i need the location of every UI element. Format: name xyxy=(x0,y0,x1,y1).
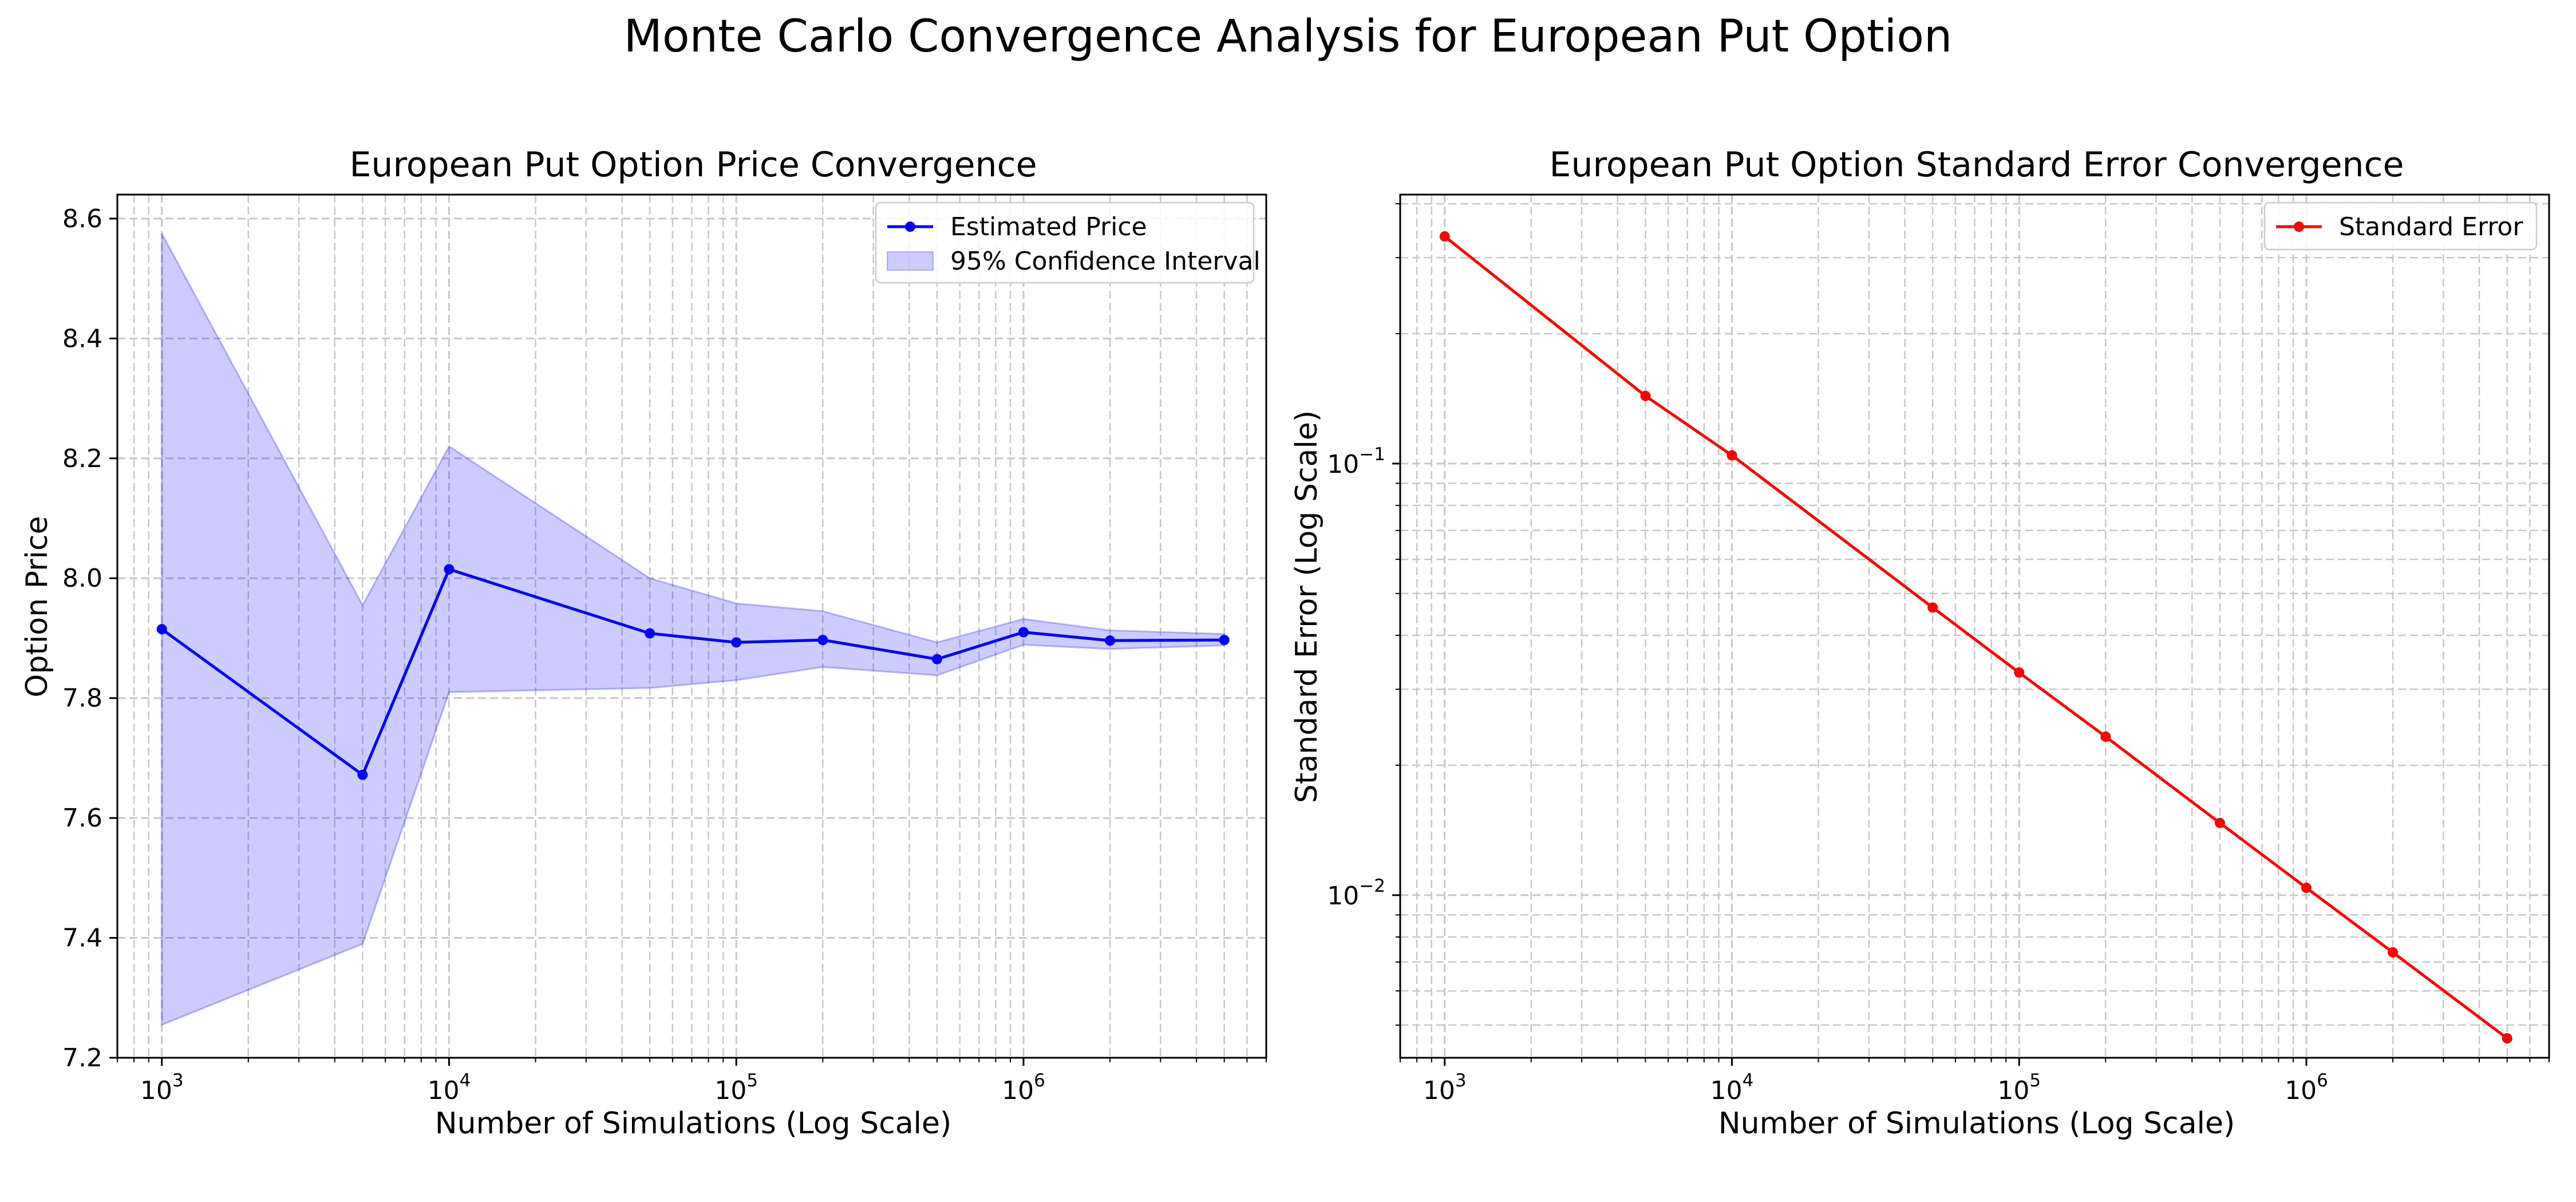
se-chart-xlabel: Number of Simulations (Log Scale) xyxy=(1718,1106,2235,1141)
data-point xyxy=(2014,667,2025,678)
tick-exponent: 4 xyxy=(460,1070,471,1091)
tick-exponent: 4 xyxy=(1743,1070,1754,1091)
data-point xyxy=(1018,627,1029,638)
legend-marker-swatch xyxy=(2294,222,2304,232)
y-tick-label: 8.4 xyxy=(62,324,102,353)
y-tick-label: 7.8 xyxy=(62,684,102,713)
tick-base: 10 xyxy=(428,1076,460,1105)
data-point xyxy=(817,635,828,646)
grid xyxy=(1399,195,2550,1058)
y-tick-label: 10−1 xyxy=(1327,444,1385,479)
data-point xyxy=(1219,635,1230,646)
standard-error-panel: European Put Option Standard Error Conve… xyxy=(1290,145,2550,1141)
series-line xyxy=(161,568,1224,777)
price-chart-xlabel: Number of Simulations (Log Scale) xyxy=(435,1106,952,1141)
tick-exponent: −1 xyxy=(1359,444,1385,465)
tick-exponent: 6 xyxy=(1034,1070,1045,1091)
data-point xyxy=(2100,731,2111,742)
legend: Estimated Price 95% Confidence Interval xyxy=(875,201,1261,284)
x-tick-label: 103 xyxy=(140,1070,184,1105)
x-tick-label: 105 xyxy=(1997,1070,2041,1105)
tick-exponent: 5 xyxy=(746,1070,758,1091)
data-point xyxy=(2502,1033,2512,1043)
tick-base: 10 xyxy=(1997,1076,2029,1105)
tick-base: 10 xyxy=(714,1076,746,1105)
se-chart-title: European Put Option Standard Error Conve… xyxy=(1550,145,2404,185)
tick-base: 10 xyxy=(1327,450,1359,479)
data-point xyxy=(444,564,455,575)
data-point xyxy=(1927,602,1938,613)
tick-base: 10 xyxy=(140,1076,172,1105)
tick-base: 10 xyxy=(2285,1076,2317,1105)
x-tick-label: 104 xyxy=(428,1070,471,1105)
x-tick-label: 103 xyxy=(1423,1070,1467,1105)
confidence-interval-band xyxy=(161,233,1226,1026)
data-point xyxy=(2214,817,2225,828)
tick-exponent: −2 xyxy=(1359,876,1385,896)
legend-marker-swatch xyxy=(905,222,915,232)
data-point xyxy=(357,769,368,780)
tick-base: 10 xyxy=(1327,881,1359,911)
y-tick-label: 8.6 xyxy=(62,204,102,234)
data-point xyxy=(1105,635,1116,646)
x-tick-label: 105 xyxy=(714,1070,758,1105)
data-point xyxy=(1726,450,1737,461)
legend: Standard Error xyxy=(2263,201,2538,251)
x-tick-label: 104 xyxy=(1710,1070,1754,1105)
data-point xyxy=(645,628,655,639)
price-chart-ylabel: Option Price xyxy=(20,516,54,698)
data-point xyxy=(1439,231,1450,242)
x-tick-label: 106 xyxy=(2285,1070,2328,1105)
tick-exponent: 5 xyxy=(2029,1070,2041,1091)
y-tick-label: 7.6 xyxy=(62,804,102,833)
data-point xyxy=(731,637,742,648)
data-point xyxy=(156,624,167,635)
data-point xyxy=(2388,947,2399,958)
se-chart-ylabel: Standard Error (Log Scale) xyxy=(1290,410,1324,803)
tick-exponent: 3 xyxy=(1455,1070,1467,1091)
price-chart-title: European Put Option Price Convergence xyxy=(350,145,1037,185)
price-convergence-panel: European Put Option Price Convergence Nu… xyxy=(20,145,1267,1141)
tick-base: 10 xyxy=(1002,1076,1034,1105)
y-tick-label: 7.2 xyxy=(62,1043,102,1073)
legend-box xyxy=(2263,201,2538,251)
tick-base: 10 xyxy=(1423,1076,1455,1105)
legend-box xyxy=(875,201,1255,284)
legend-band-swatch xyxy=(887,251,934,271)
x-tick-label: 106 xyxy=(1002,1070,1045,1105)
tick-exponent: 6 xyxy=(2317,1070,2328,1091)
y-tick-label: 10−2 xyxy=(1327,876,1385,911)
legend-label-series: Estimated Price xyxy=(950,212,1147,242)
tick-base: 10 xyxy=(1710,1076,1743,1105)
data-point xyxy=(1640,390,1651,401)
y-tick-label: 8.0 xyxy=(62,564,102,593)
legend-label-band: 95% Confidence Interval xyxy=(950,247,1261,276)
figure-title: Monte Carlo Convergence Analysis for Eur… xyxy=(624,11,1953,62)
series-line xyxy=(1444,235,2508,1039)
y-tick-label: 8.2 xyxy=(62,444,102,473)
data-point xyxy=(931,654,942,665)
data-point xyxy=(2301,883,2312,893)
y-tick-label: 7.4 xyxy=(62,924,102,953)
legend-label-series: Standard Error xyxy=(2339,212,2523,242)
tick-exponent: 3 xyxy=(172,1070,184,1091)
